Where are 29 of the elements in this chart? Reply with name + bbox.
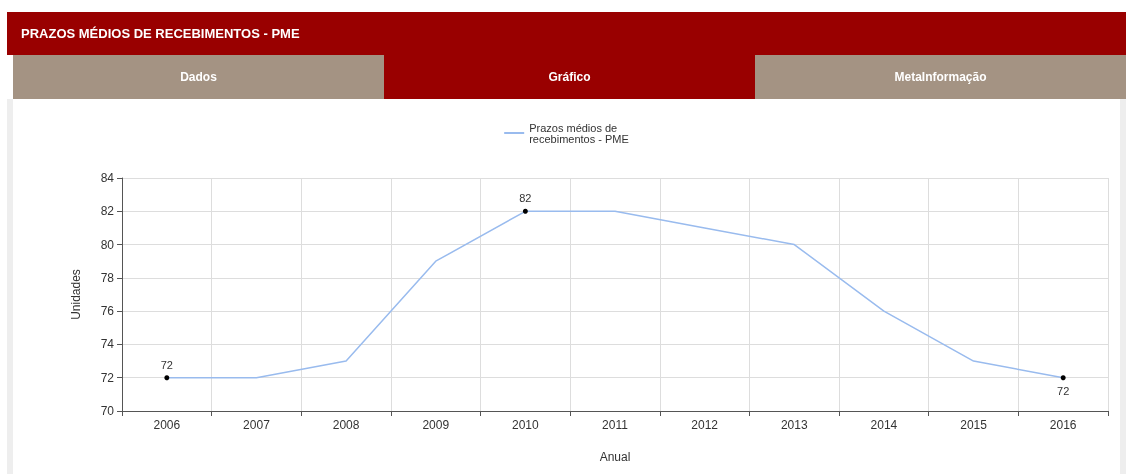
y-tick-label: 72 <box>100 370 115 385</box>
data-label: 72 <box>1057 384 1070 397</box>
text: Gráfico <box>384 55 755 99</box>
x-tick-label: 2016 <box>1049 418 1077 432</box>
data-label: 72 <box>160 358 173 371</box>
y-tick-label: 80 <box>100 237 115 252</box>
x-tick-label: 2013 <box>780 418 808 432</box>
y-tick-label: 74 <box>100 337 115 352</box>
x-tick-label: 2015 <box>960 418 988 432</box>
x-tick-label: 2010 <box>512 418 540 432</box>
x-tick-label: 2006 <box>153 418 181 432</box>
legend-label: Prazos médios de recebimentos - PME <box>529 121 629 145</box>
y-tick-label: 82 <box>100 204 115 219</box>
x-tick-label: 2014 <box>870 418 898 432</box>
y-tick-label: 76 <box>100 304 115 319</box>
x-axis-title: Anual <box>599 450 631 464</box>
x-tick-label: 2007 <box>243 418 271 432</box>
text: MetaInformação <box>755 55 1126 99</box>
data-label: 82 <box>519 192 532 205</box>
text: Dados <box>13 55 384 99</box>
x-tick-label: 2009 <box>422 418 450 432</box>
x-tick-label: 2008 <box>332 418 360 432</box>
x-tick-label: 2012 <box>691 418 719 432</box>
chart-title: PRAZOS MÉDIOS DE RECEBIMENTOS - PME <box>7 12 1126 55</box>
y-axis-title: Unidades <box>69 269 83 320</box>
y-tick-label: 84 <box>100 171 115 185</box>
y-tick-label: 78 <box>100 270 115 285</box>
x-tick-label: 2011 <box>602 418 629 432</box>
y-tick-label: 70 <box>100 404 115 418</box>
